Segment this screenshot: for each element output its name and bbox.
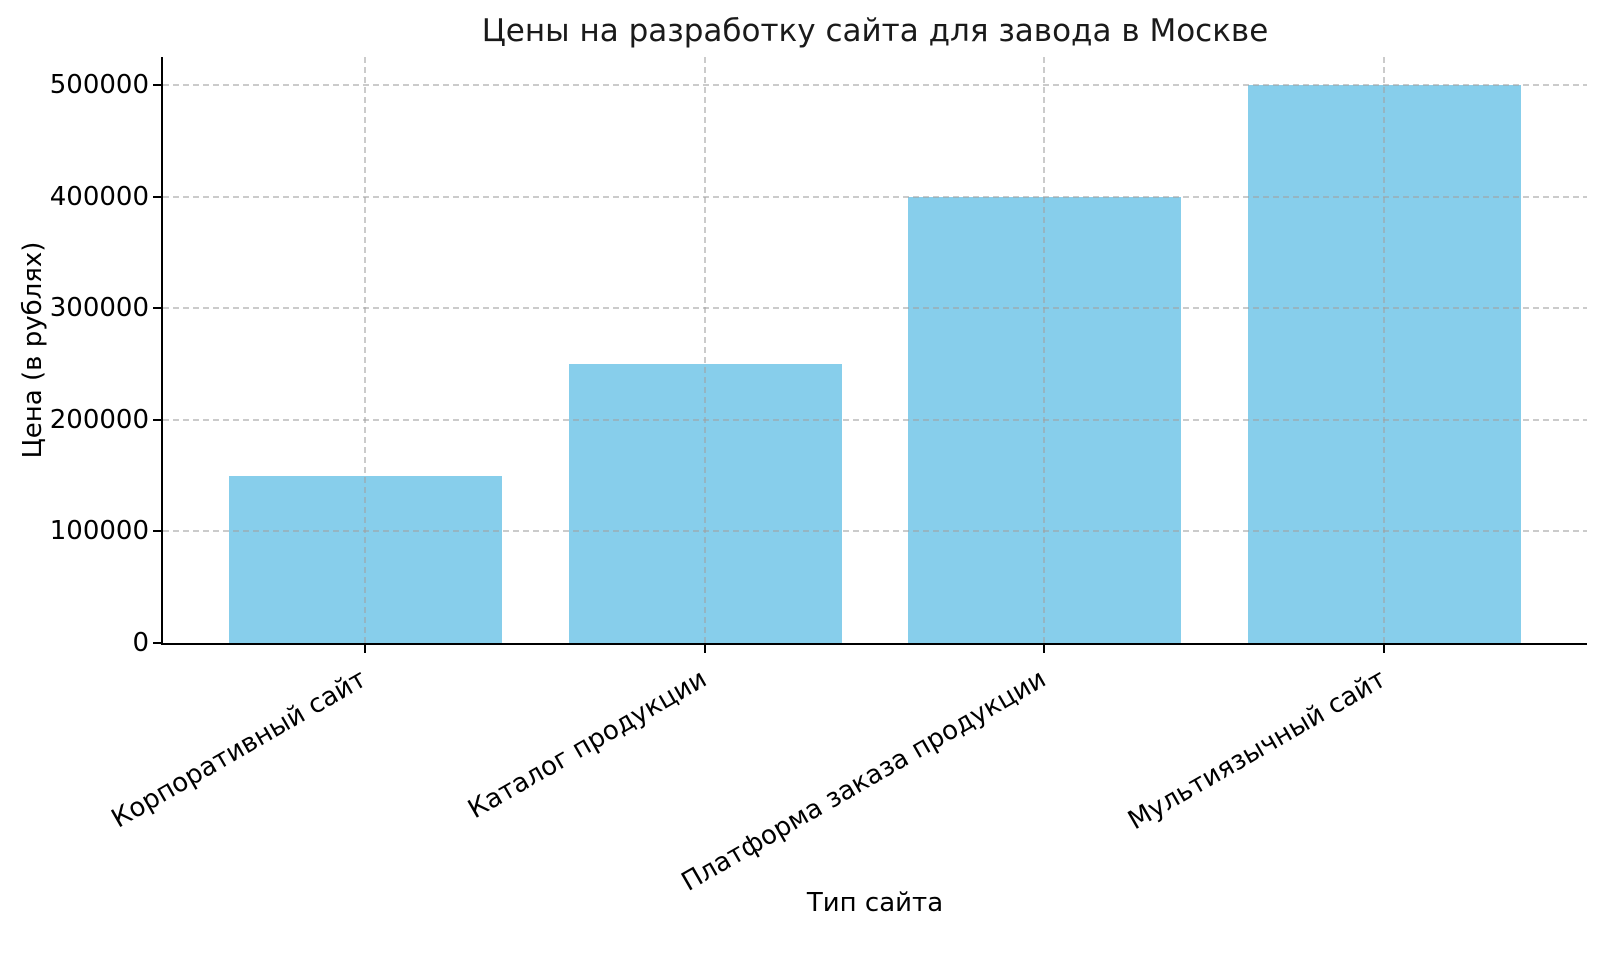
x-tick-label: Платформа заказа продукции: [676, 664, 1051, 898]
h-gridline: [163, 83, 1587, 86]
v-gridline: [704, 57, 706, 643]
chart-title: Цены на разработку сайта для завода в Мо…: [481, 13, 1269, 49]
x-tick-label: Корпоративный сайт: [107, 664, 372, 835]
x-tick-label: Каталог продукции: [463, 664, 712, 825]
y-axis-label: Цена (в рублях): [18, 241, 48, 459]
x-tick-mark: [364, 645, 366, 653]
y-tick-label: 500000: [49, 69, 149, 100]
y-tick-mark: [153, 530, 161, 533]
plot-inner: [163, 57, 1587, 643]
y-tick-label: 400000: [49, 181, 149, 212]
x-tick-mark: [704, 645, 706, 653]
x-tick-mark: [1383, 645, 1385, 653]
x-tick-label: Мультиязычный сайт: [1123, 664, 1391, 837]
h-gridline: [163, 530, 1587, 533]
v-gridline: [1383, 57, 1385, 643]
x-axis-label: Тип сайта: [806, 888, 944, 918]
y-tick-mark: [153, 83, 161, 86]
y-tick-label: 300000: [49, 293, 149, 324]
y-tick-mark: [153, 195, 161, 198]
y-tick-mark: [153, 307, 161, 310]
x-tick-mark: [1043, 645, 1045, 653]
y-tick-label: 100000: [49, 516, 149, 547]
y-tick-mark: [153, 642, 161, 644]
h-gridline: [163, 195, 1587, 198]
plot-area: [161, 57, 1587, 645]
h-gridline: [163, 418, 1587, 421]
v-gridline: [1043, 57, 1045, 643]
y-tick-label: 200000: [49, 404, 149, 435]
v-gridline: [364, 57, 366, 643]
y-tick-mark: [153, 418, 161, 421]
y-tick-label: 0: [132, 628, 149, 658]
h-gridline: [163, 307, 1587, 310]
